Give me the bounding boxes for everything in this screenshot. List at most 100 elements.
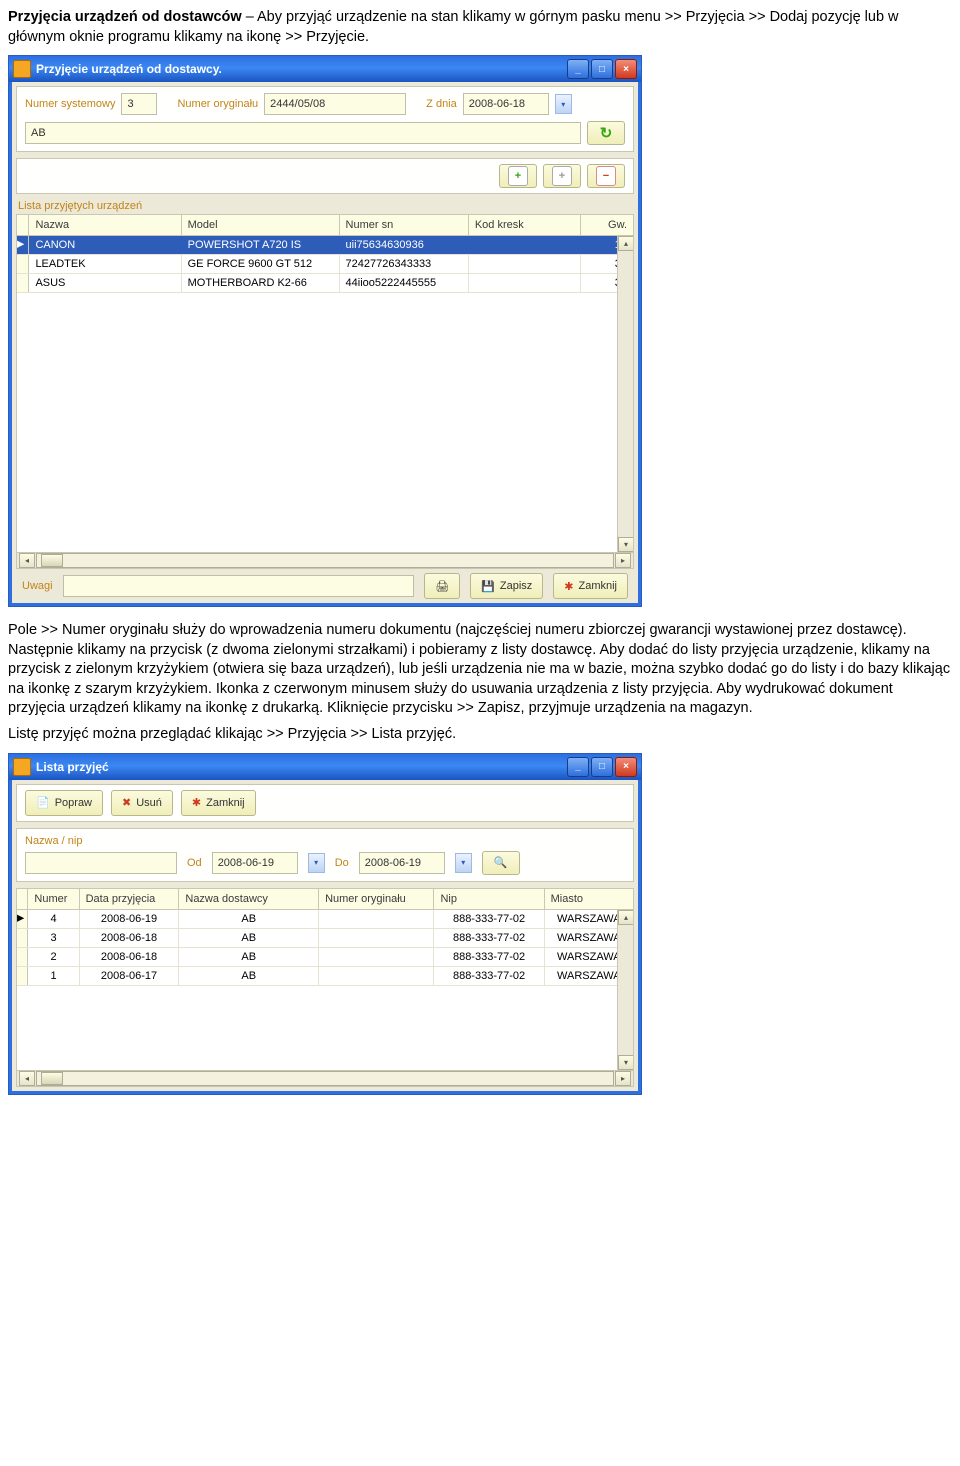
col-nazwa[interactable]: Nazwa <box>29 215 181 235</box>
close-icon-2: ✱ <box>192 796 201 809</box>
add-gray-button[interactable]: + <box>543 164 581 188</box>
refresh-icon: ↻ <box>600 124 613 142</box>
filter-panel: Nazwa / nip Od 2008-06-19 ▾ Do 2008-06-1… <box>16 828 634 882</box>
cell-numer: 1 <box>28 967 79 985</box>
refresh-button[interactable]: ↻ <box>587 121 625 145</box>
col-sn[interactable]: Numer sn <box>340 215 469 235</box>
middle-paragraph-2: Listę przyjęć można przeglądać klikając … <box>8 725 952 745</box>
col-kod[interactable]: Kod kresk <box>469 215 581 235</box>
cell-nip: 888-333-77-02 <box>434 929 544 947</box>
cell-numer: 2 <box>28 948 79 966</box>
scroll-right-icon-2[interactable]: ▸ <box>615 1071 631 1086</box>
col-miasto[interactable]: Miasto <box>545 889 633 909</box>
col-model[interactable]: Model <box>182 215 340 235</box>
do-input[interactable]: 2008-06-19 <box>359 852 445 874</box>
cell-oryginal <box>319 929 434 947</box>
grid-caption: Lista przyjętych urządzeń <box>18 200 632 212</box>
middle-paragraph-1: Pole >> Numer oryginału służy do wprowad… <box>8 621 952 719</box>
numer-oryginalu-input[interactable]: 2444/05/08 <box>264 93 406 115</box>
titlebar[interactable]: Przyjęcie urządzeń od dostawcy. _ □ × <box>9 56 641 82</box>
col-nip[interactable]: Nip <box>434 889 544 909</box>
search-button[interactable]: 🔍 <box>482 851 520 875</box>
row-handle <box>17 967 28 985</box>
usun-button[interactable]: ✖Usuń <box>111 790 173 816</box>
grid-body[interactable]: ▸CANONPOWERSHOT A720 ISuii7563463093612L… <box>17 236 633 552</box>
od-dropdown-icon[interactable]: ▾ <box>308 853 325 873</box>
cell-data: 2008-06-17 <box>80 967 180 985</box>
cell-nazwa: LEADTEK <box>29 255 181 273</box>
table-row[interactable]: ASUSMOTHERBOARD K2-6644iioo522244555536 <box>17 274 633 293</box>
cell-nip: 888-333-77-02 <box>434 967 544 985</box>
scroll-right-icon[interactable]: ▸ <box>615 553 631 568</box>
maximize-button[interactable]: □ <box>591 59 613 79</box>
table-row[interactable]: ▸CANONPOWERSHOT A720 ISuii7563463093612 <box>17 236 633 255</box>
table-row[interactable]: LEADTEKGE FORCE 9600 GT 5127242772634333… <box>17 255 633 274</box>
cell-numer: 4 <box>28 910 79 928</box>
od-input[interactable]: 2008-06-19 <box>212 852 298 874</box>
scroll-up-icon-2[interactable]: ▴ <box>618 910 633 925</box>
cell-kod <box>469 236 581 254</box>
row-handle: ▸ <box>17 910 28 928</box>
cell-dostawca: AB <box>179 967 319 985</box>
cell-oryginal <box>319 948 434 966</box>
cell-dostawca: AB <box>179 910 319 928</box>
grid-urzadzenia: Nazwa Model Numer sn Kod kresk Gw. ▸CANO… <box>16 214 634 569</box>
minimize-button-2[interactable]: _ <box>567 757 589 777</box>
window-lista-przyjec: Lista przyjęć _ □ × 📄Popraw ✖Usuń ✱Zamkn… <box>8 753 642 1095</box>
scroll-up-icon[interactable]: ▴ <box>618 236 633 251</box>
header-panel: Numer systemowy 3 Numer oryginału 2444/0… <box>16 86 634 152</box>
zamknij-button-2[interactable]: ✱Zamknij <box>181 790 256 816</box>
do-label: Do <box>335 857 349 869</box>
cell-kod <box>469 255 581 273</box>
nazwa-nip-label: Nazwa / nip <box>25 835 625 847</box>
cell-dostawca: AB <box>179 948 319 966</box>
close-button[interactable]: × <box>615 59 637 79</box>
printer-icon: 🖨 <box>435 580 449 593</box>
maximize-button-2[interactable]: □ <box>591 757 613 777</box>
nazwa-nip-input[interactable] <box>25 852 177 874</box>
col-data[interactable]: Data przyjęcia <box>80 889 180 909</box>
app-icon <box>13 60 31 78</box>
popraw-button[interactable]: 📄Popraw <box>25 790 103 816</box>
kontrahent-input[interactable]: AB <box>25 122 581 144</box>
plus-gray-icon: + <box>552 166 572 186</box>
remove-button[interactable]: − <box>587 164 625 188</box>
cell-data: 2008-06-18 <box>80 948 180 966</box>
table-row[interactable]: ▸42008-06-19AB888-333-77-02WARSZAWA <box>17 910 633 929</box>
row-handle: ▸ <box>17 236 29 254</box>
cell-model: MOTHERBOARD K2-66 <box>182 274 340 292</box>
table-row[interactable]: 12008-06-17AB888-333-77-02WARSZAWA <box>17 967 633 986</box>
search-icon: 🔍 <box>494 856 508 869</box>
row-handle <box>17 948 28 966</box>
col-gw[interactable]: Gw. <box>581 215 633 235</box>
add-green-button[interactable]: + <box>499 164 537 188</box>
table-row[interactable]: 32008-06-18AB888-333-77-02WARSZAWA <box>17 929 633 948</box>
print-button[interactable]: 🖨 <box>424 573 460 599</box>
zamknij-button[interactable]: ✱Zamknij <box>553 573 628 599</box>
do-dropdown-icon[interactable]: ▾ <box>455 853 472 873</box>
z-dnia-input[interactable]: 2008-06-18 <box>463 93 549 115</box>
table-row[interactable]: 22008-06-18AB888-333-77-02WARSZAWA <box>17 948 633 967</box>
zapisz-button[interactable]: 💾Zapisz <box>470 573 543 599</box>
cell-model: POWERSHOT A720 IS <box>182 236 340 254</box>
cell-data: 2008-06-19 <box>80 910 180 928</box>
titlebar-2[interactable]: Lista przyjęć _ □ × <box>9 754 641 780</box>
minimize-button[interactable]: _ <box>567 59 589 79</box>
od-label: Od <box>187 857 202 869</box>
scroll-left-icon[interactable]: ◂ <box>19 553 35 568</box>
date-dropdown-icon[interactable]: ▾ <box>555 94 572 114</box>
scroll-down-icon[interactable]: ▾ <box>618 537 633 552</box>
col-oryginal[interactable]: Numer oryginału <box>319 889 434 909</box>
col-dostawca[interactable]: Nazwa dostawcy <box>179 889 319 909</box>
uwagi-input[interactable] <box>63 575 415 597</box>
col-numer[interactable]: Numer <box>28 889 79 909</box>
row-handle <box>17 255 29 273</box>
delete-icon: ✖ <box>122 796 131 809</box>
cell-dostawca: AB <box>179 929 319 947</box>
row-handle <box>17 274 29 292</box>
close-button-2[interactable]: × <box>615 757 637 777</box>
scroll-down-icon-2[interactable]: ▾ <box>618 1055 633 1070</box>
scroll-left-icon-2[interactable]: ◂ <box>19 1071 35 1086</box>
save-icon: 💾 <box>481 580 495 593</box>
grid2-body[interactable]: ▸42008-06-19AB888-333-77-02WARSZAWA32008… <box>17 910 633 1070</box>
